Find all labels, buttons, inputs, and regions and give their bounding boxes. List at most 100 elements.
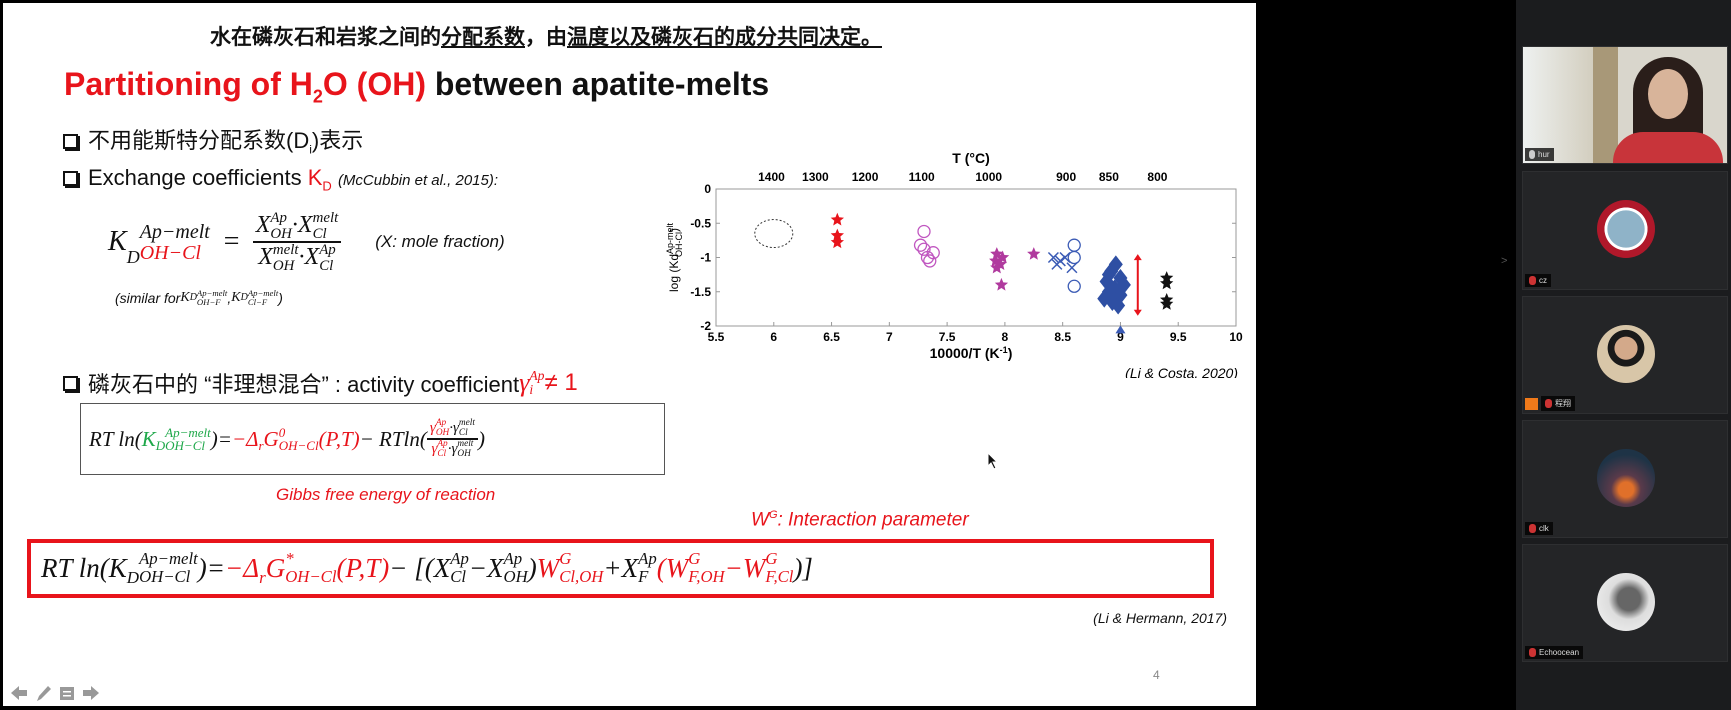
previous-slide-icon[interactable] — [9, 683, 29, 703]
x-tick-label: 8.5 — [1054, 330, 1071, 344]
x-tick-label: 8 — [1002, 330, 1009, 344]
x-tick-label: 6.5 — [823, 330, 840, 344]
magenta-circles-point — [913, 238, 928, 252]
blue-triangle-point — [1115, 325, 1126, 334]
sidebar-collapse-arrow[interactable]: > — [1501, 255, 1508, 267]
y-tick-label: 0 — [704, 182, 711, 196]
checkbox-bullet-icon — [63, 171, 78, 186]
red-stars-point — [830, 228, 844, 242]
participant-tile[interactable]: 程翔 — [1522, 296, 1728, 414]
interaction-parameter-label: WG: Interaction parameter — [751, 509, 969, 531]
dashed-range-point — [754, 219, 794, 249]
y-tick-label: -2 — [700, 319, 711, 333]
black-stars-point — [1160, 276, 1174, 290]
top-axis-title: T (°C) — [952, 150, 989, 166]
blue-crosses-point — [1066, 262, 1078, 274]
participant-name-label: 程翔 — [1541, 396, 1575, 411]
blue-crosses-point — [1047, 251, 1059, 264]
similar-note: (similar for K D Ap−melt OH−F, K D Ap−melt Cl−… — [115, 288, 283, 308]
menu-icon[interactable] — [57, 683, 77, 703]
y-tick-label: -1 — [700, 251, 711, 265]
host-badge-icon — [1525, 398, 1538, 410]
slide-navigation-toolbar — [9, 683, 101, 703]
x-tick-label: 6 — [770, 330, 777, 344]
blue-crosses-point — [1059, 251, 1071, 264]
magenta-stars-point — [1027, 247, 1041, 260]
y-tick-label: -0.5 — [690, 216, 711, 230]
blue-diamonds-point — [1101, 265, 1116, 284]
top-axis-tick-label: 1100 — [909, 170, 935, 184]
muted-microphone-icon — [1529, 524, 1536, 533]
x-tick-label: 7.5 — [939, 330, 956, 344]
participant-tile[interactable]: cz — [1522, 171, 1728, 290]
checkbox-bullet-icon — [63, 375, 78, 391]
top-axis-tick-label: 1000 — [975, 170, 1002, 184]
citation-li-hermann: (Li & Hermann, 2017) — [1093, 610, 1227, 626]
magenta-circles-point — [917, 224, 931, 239]
top-axis-tick-label: 800 — [1147, 170, 1167, 184]
black-stars-point — [1160, 297, 1174, 310]
participant-tile[interactable]: Echoocean — [1522, 544, 1728, 662]
participant-tile[interactable]: clk — [1522, 420, 1728, 538]
bullet-nernst: 不用能斯特分配系数(Di)表示 — [63, 123, 363, 156]
mouse-cursor-icon — [987, 452, 999, 470]
slide-title: Partitioning of H2O (OH) between apatite… — [64, 66, 770, 107]
plot-frame — [715, 188, 1237, 327]
red-stars-point — [830, 212, 844, 226]
range-arrow-head-up — [1133, 254, 1142, 261]
participant-name-label: clk — [1525, 522, 1553, 535]
muted-microphone-icon — [1545, 399, 1552, 408]
top-axis-tick-label: 850 — [1099, 170, 1119, 184]
blue-diamonds-point — [1111, 296, 1126, 315]
participant-name-label: cz — [1525, 274, 1551, 287]
top-axis-tick-label: 1300 — [802, 170, 829, 184]
blue-circles-point — [1067, 279, 1081, 293]
blue-crosses-point — [1051, 258, 1063, 270]
x-tick-label: 9 — [1117, 330, 1124, 344]
magenta-circles-point — [920, 250, 935, 265]
activity-equation-box: RT ln(K D Ap−melt OH−Cl) = −Δ r G 0 OH−Cl (P,T) … — [80, 403, 665, 475]
range-arrow-head-down — [1133, 309, 1142, 316]
presentation-slide: 水在磷灰石和岩浆之间的分配系数，由温度以及磷灰石的成分共同决定。 Partiti… — [3, 3, 1256, 706]
magenta-stars-point — [994, 277, 1009, 291]
top-axis-tick-label: 900 — [1056, 170, 1076, 184]
next-slide-icon[interactable] — [81, 683, 101, 703]
top-axis-tick-label: 1400 — [758, 170, 785, 184]
participant-sidebar: hur cz 程翔 clk Echoocean — [1516, 0, 1731, 710]
x-axis-label: 10000/T (K-1) — [930, 345, 1013, 361]
avatar — [1597, 573, 1655, 631]
top-summary-line: 水在磷灰石和岩浆之间的分配系数，由温度以及磷灰石的成分共同决定。 — [210, 26, 882, 49]
magenta-circles-point — [917, 242, 931, 256]
muted-microphone-icon — [1529, 648, 1536, 657]
kd-vs-temperature-chart: 5.5 6 6.5 7 7.5 8 8.5 9 9.5 10 0 -0.5 -1 -1.5 -2 1400 13… — [665, 150, 1243, 378]
magenta-stars-point — [990, 260, 1004, 274]
participant-name-label: Echoocean — [1525, 646, 1584, 659]
bullet-exchange-coefficients: Exchange coefficients KD (McCubbin et al… — [63, 165, 498, 193]
checkbox-bullet-icon — [63, 134, 78, 149]
gibbs-label: Gibbs free energy of reaction — [276, 485, 496, 504]
top-axis-tick-label: 1200 — [852, 170, 879, 184]
x-tick-label: 9.5 — [1170, 330, 1187, 344]
avatar — [1597, 449, 1655, 507]
bullet-activity-coefficient: 磷灰石中的 “非理想混合” : activity coefficient γ Ap… — [63, 367, 578, 399]
blue-circles-point — [1067, 238, 1081, 252]
pen-icon[interactable] — [33, 683, 53, 703]
interaction-equation-box: RT ln(K D Ap−melt OH−Cl) = −Δ r G * OH−Cl (P,T) … — [27, 539, 1214, 598]
y-axis-label: log (KdAp-meltOH-Cl) — [665, 222, 684, 292]
chart-citation: (Li & Costa, 2020) — [1125, 365, 1238, 378]
participant-name-label: hur — [1525, 148, 1554, 161]
magenta-stars-point — [993, 257, 1007, 270]
x-tick-label: 5.5 — [708, 330, 725, 344]
blue-circles-point — [1067, 250, 1081, 265]
x-tick-label: 7 — [886, 330, 893, 344]
red-stars-point — [830, 235, 844, 249]
magenta-circles-point — [923, 254, 937, 268]
page-number: 4 — [1153, 668, 1160, 682]
participant-tile-video[interactable]: hur — [1522, 46, 1728, 164]
x-tick-label: 10 — [1229, 330, 1243, 344]
magenta-stars-point — [995, 250, 1010, 264]
y-tick-label: -1.5 — [690, 285, 711, 299]
blue-diamonds-point — [1116, 275, 1131, 294]
microphone-icon — [1529, 150, 1535, 159]
